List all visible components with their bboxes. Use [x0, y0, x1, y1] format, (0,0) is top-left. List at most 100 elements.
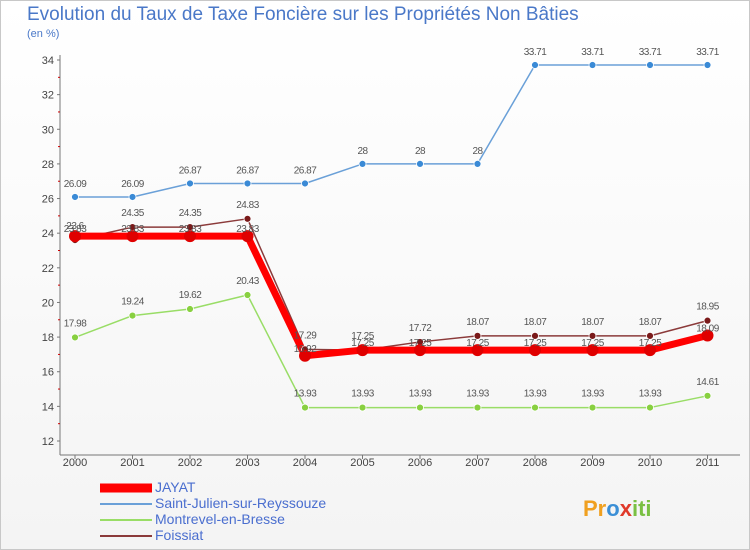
brand-part2: o — [606, 496, 619, 521]
data-label-1: 28 — [472, 146, 483, 157]
brand-part1: Pr — [583, 496, 607, 521]
series-point-0 — [299, 349, 311, 362]
x-tick-label: 2007 — [465, 457, 489, 469]
data-label-0: 23.83 — [64, 224, 87, 235]
series-point-1 — [128, 193, 137, 201]
series-point-0 — [126, 230, 139, 243]
series-point-1 — [71, 193, 79, 201]
y-tick-label: 16 — [42, 367, 54, 379]
data-label-2: 20.43 — [236, 276, 259, 287]
data-label-2: 13.93 — [581, 389, 604, 400]
data-label-3: 18.07 — [639, 317, 662, 328]
series-points — [69, 61, 714, 412]
series-point-1 — [646, 61, 654, 69]
data-label-0: 17.25 — [466, 338, 489, 349]
data-label-1: 33.71 — [581, 47, 604, 58]
legend-label-2: Montrevel-en-Bresse — [155, 511, 285, 527]
data-label-2: 13.93 — [466, 389, 489, 400]
series-line-0 — [75, 232, 709, 360]
x-tick-label: 2008 — [523, 457, 547, 469]
series-point-0 — [471, 344, 484, 357]
proxiti-logo: Proxiti — [583, 496, 652, 521]
y-tick-label: 24 — [42, 228, 54, 240]
data-label-3: 23.6 — [66, 221, 84, 232]
data-label-2: 13.93 — [409, 389, 432, 400]
x-tick-label: 2011 — [696, 457, 720, 469]
data-label-3: 17.25 — [351, 331, 374, 342]
series-point-0 — [586, 344, 599, 357]
data-label-2: 19.62 — [179, 290, 202, 301]
data-label-3: 18.95 — [696, 302, 719, 313]
series-point-3 — [646, 331, 654, 340]
series-point-0 — [644, 344, 656, 357]
data-label-1: 33.71 — [696, 47, 719, 58]
y-tick-label: 26 — [42, 194, 54, 206]
series-point-0 — [414, 344, 426, 357]
x-tick-label: 2006 — [408, 457, 432, 469]
series-point-2 — [416, 403, 424, 412]
data-label-2: 19.24 — [121, 297, 144, 308]
data-label-0: 17.25 — [639, 338, 662, 349]
x-tick-label: 2009 — [580, 457, 604, 469]
series-lines — [74, 64, 709, 409]
series-point-2 — [358, 403, 367, 412]
legend: JAYATSaint-Julien-sur-ReyssouzeMontrevel… — [100, 479, 326, 543]
series-point-2 — [531, 403, 539, 412]
data-label-3: 24.35 — [121, 208, 144, 219]
data-label-2: 17.98 — [64, 318, 87, 329]
y-tick-label: 22 — [42, 263, 54, 275]
data-label-2: 13.93 — [351, 389, 374, 400]
data-label-2: 13.93 — [294, 389, 317, 400]
data-label-0: 17.25 — [351, 338, 374, 349]
series-point-3 — [588, 331, 597, 340]
data-label-2: 13.93 — [639, 389, 662, 400]
legend-label-0: JAYAT — [155, 479, 196, 495]
data-label-1: 26.09 — [121, 179, 144, 190]
y-tick-label: 20 — [42, 297, 54, 309]
series-point-1 — [416, 160, 424, 168]
data-label-2: 13.93 — [524, 389, 547, 400]
brand-part4: iti — [632, 496, 652, 521]
data-label-3: 24.35 — [179, 208, 202, 219]
series-point-1 — [703, 61, 712, 69]
series-point-2 — [301, 403, 309, 412]
y-axis-unit: (en %) — [27, 28, 60, 40]
legend-label-3: Foissiat — [155, 527, 203, 543]
data-label-1: 26.87 — [294, 165, 317, 176]
y-tick-label: 14 — [42, 401, 54, 413]
data-label-0: 23.83 — [121, 224, 144, 235]
series-point-2 — [588, 403, 597, 412]
data-label-3: 17.29 — [294, 330, 317, 341]
x-tick-label: 2005 — [350, 457, 374, 469]
series-point-1 — [473, 160, 482, 168]
series-point-2 — [128, 311, 137, 320]
series-point-2 — [243, 291, 252, 299]
data-label-1: 33.71 — [639, 47, 662, 58]
series-point-0 — [356, 344, 369, 357]
data-label-0: 18.09 — [696, 324, 719, 335]
series-point-1 — [588, 61, 597, 69]
data-label-0: 17.25 — [581, 338, 604, 349]
series-point-3 — [473, 331, 482, 340]
data-label-3: 18.07 — [581, 317, 604, 328]
series-point-3 — [703, 316, 712, 325]
x-tick-label: 2002 — [178, 457, 202, 469]
series-line-1 — [75, 64, 708, 198]
data-label-2: 14.61 — [696, 377, 719, 388]
x-tick-label: 2000 — [63, 457, 87, 469]
data-label-3: 24.83 — [236, 200, 259, 211]
data-label-0: 23.83 — [179, 224, 202, 235]
series-point-2 — [646, 403, 654, 412]
tick-labels: 12 14 16 18 20 22 24 26 28 30 32 34 2000 2001 2002 2003… — [42, 55, 720, 469]
data-label-1: 26.87 — [236, 165, 259, 176]
series-line-2 — [74, 294, 708, 409]
data-label-0: 17.25 — [524, 338, 547, 349]
x-tick-label: 2004 — [293, 457, 317, 469]
x-tick-label: 2001 — [120, 457, 144, 469]
data-label-0: 23.83 — [236, 224, 259, 235]
series-point-2 — [186, 305, 194, 313]
data-label-3: 18.07 — [466, 317, 489, 328]
series-point-1 — [531, 61, 539, 69]
series-line-3 — [74, 218, 708, 351]
